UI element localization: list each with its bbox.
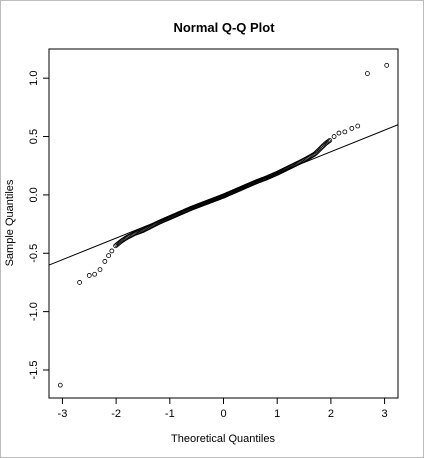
data-points [57, 62, 390, 388]
y-tick-label: 0.5 [28, 129, 40, 144]
data-point [77, 280, 83, 285]
x-tick-label: -2 [111, 408, 121, 420]
data-point [86, 273, 92, 278]
data-point [326, 138, 331, 144]
x-tick-label: 1 [274, 408, 280, 420]
x-axis: -3 -2 -1 0 1 2 3 [58, 397, 388, 420]
data-point [106, 253, 111, 258]
data-point [349, 125, 355, 131]
x-axis-label: Theoretical Quantiles [171, 433, 275, 445]
y-tick-label: -1.5 [28, 361, 40, 380]
data-point [92, 271, 98, 277]
data-point [364, 71, 370, 76]
y-tick-label: -1.0 [28, 302, 40, 321]
data-point [97, 267, 103, 273]
data-point [102, 259, 108, 264]
y-tick-label: 1.0 [28, 71, 40, 86]
data-point [355, 123, 361, 129]
x-tick-label: 2 [328, 408, 334, 420]
y-axis: -1.5 -1.0 -0.5 0.0 0.5 1.0 [28, 71, 50, 380]
x-tick-label: -3 [58, 408, 68, 420]
x-tick-label: 0 [220, 408, 226, 420]
y-tick-label: 0.0 [28, 187, 40, 202]
y-axis-label: Sample Quantiles [4, 179, 16, 266]
x-tick-label: 3 [382, 408, 388, 420]
data-point [109, 248, 115, 254]
x-tick-label: -1 [165, 408, 175, 420]
data-point [342, 129, 348, 135]
data-point [327, 138, 333, 143]
plot-area-box [48, 48, 399, 399]
y-tick-label: -0.5 [28, 244, 40, 263]
data-point [384, 62, 390, 68]
data-point [336, 130, 342, 136]
data-point [331, 134, 337, 139]
data-point [57, 382, 63, 388]
chart-title: Normal Q-Q Plot [173, 20, 275, 35]
